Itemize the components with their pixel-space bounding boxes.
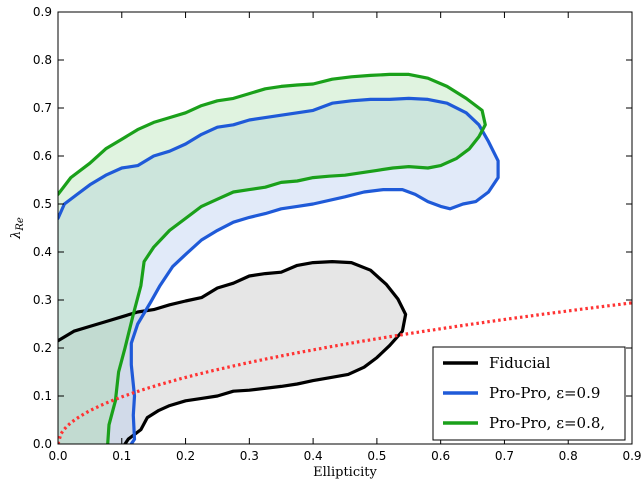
x-tick-label: 0.7 — [495, 449, 514, 463]
x-tick-label: 0.9 — [622, 449, 641, 463]
y-tick-label: 0.2 — [33, 341, 52, 355]
x-tick-label: 0.1 — [112, 449, 131, 463]
x-tick-label: 0.2 — [176, 449, 195, 463]
x-tick-label: 0.8 — [559, 449, 578, 463]
reference-curve — [58, 301, 632, 444]
plot-frame — [57, 11, 633, 445]
series-fill-0 — [58, 261, 406, 444]
series-line-0 — [58, 260, 408, 444]
x-tick-label: 0.4 — [304, 449, 323, 463]
x-tick-label: 0.5 — [367, 449, 386, 463]
y-tick-label: 0.8 — [33, 53, 52, 67]
y-tick-label: 0.3 — [33, 293, 52, 307]
x-axis-ticks: 0.0 0.1 0.2 0.3 0.4 0.5 0.6 0.7 0.8 0.9 — [48, 12, 642, 463]
y-tick-label: 0.9 — [33, 5, 52, 19]
x-tick-label: 0.6 — [431, 449, 450, 463]
series-fill-2 — [58, 74, 486, 444]
legend-label-1: Pro-Pro, ε=0.9 — [489, 384, 600, 402]
series-line-1 — [58, 96, 500, 444]
series-fill-1 — [58, 98, 499, 444]
series-line-2 — [58, 72, 487, 444]
y-tick-label: 0.0 — [33, 437, 52, 451]
y-tick-label: 0.4 — [33, 245, 52, 259]
legend-label-2: Pro-Pro, ε=0.8, — [489, 414, 605, 432]
x-tick-label: 0.3 — [240, 449, 259, 463]
series-areas — [58, 72, 500, 444]
y-axis-ticks: 0.0 0.1 0.2 0.3 0.4 0.5 0.6 0.7 0.8 0.9 — [33, 5, 632, 451]
y-tick-label: 0.7 — [33, 101, 52, 115]
y-tick-label: 0.5 — [33, 197, 52, 211]
x-axis-label: Ellipticity — [313, 465, 377, 480]
y-axis-label: λRe — [9, 217, 26, 240]
y-tick-label: 0.6 — [33, 149, 52, 163]
reference-curve-layer — [58, 301, 632, 444]
legend-label-0: Fiducial — [489, 354, 551, 372]
y-tick-label: 0.1 — [33, 389, 52, 403]
x-tick-label: 0.0 — [48, 449, 67, 463]
legend: Fiducial Pro-Pro, ε=0.9 Pro-Pro, ε=0.8, — [432, 346, 626, 441]
